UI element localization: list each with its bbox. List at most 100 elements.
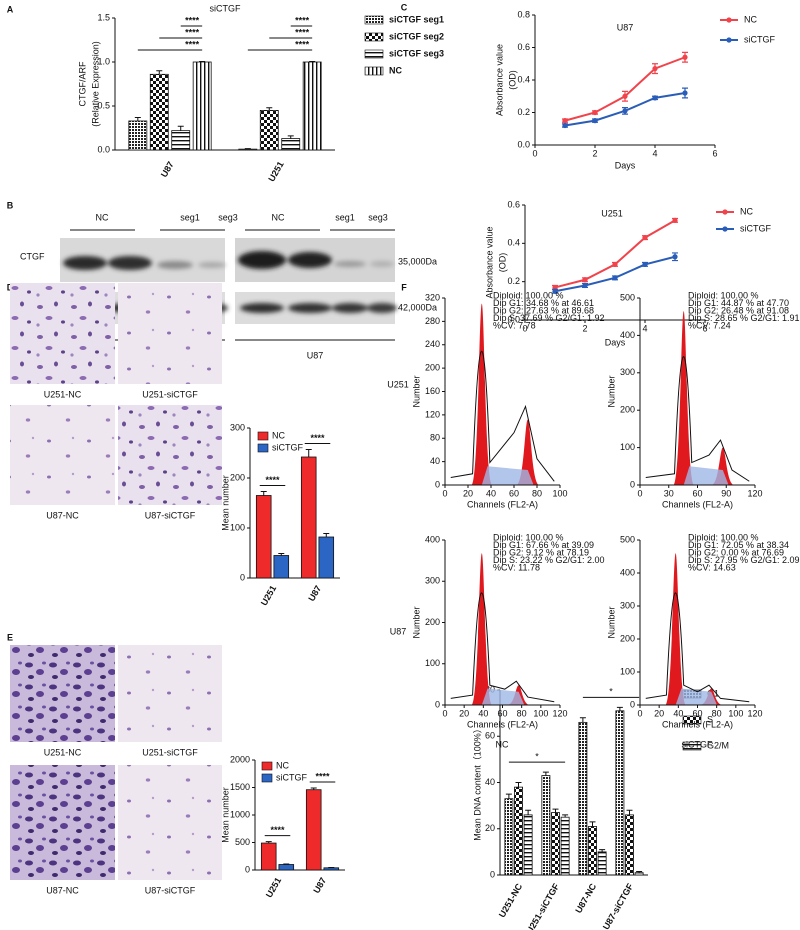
error-bar <box>525 809 532 815</box>
x-tick-label: U87 <box>159 160 176 179</box>
significance: **** <box>295 27 310 37</box>
bar <box>318 536 335 579</box>
s-phase <box>683 466 729 485</box>
y-tick-label: 100 <box>230 522 245 532</box>
y-tick-label: 0.4 <box>517 74 530 84</box>
y-tick-label: 40 <box>430 456 440 466</box>
chart-title: siCTGF <box>210 3 241 13</box>
error-bar <box>283 863 290 865</box>
error-bar <box>505 793 512 799</box>
micrograph <box>10 405 115 505</box>
legend-label: NC <box>740 206 753 216</box>
y-tick-label: 400 <box>425 534 440 544</box>
legend-swatch <box>261 761 273 771</box>
y-tick-label: 100 <box>620 442 635 452</box>
marker <box>552 284 558 291</box>
marker <box>562 122 568 129</box>
caption: U87-siCTGF <box>145 885 196 895</box>
histogram-outline <box>450 350 555 482</box>
y-tick-label: 0.2 <box>517 107 530 117</box>
x-tick-label: U251 <box>264 876 283 900</box>
x-tick-label: U87 <box>306 584 323 603</box>
histogram-outline <box>645 592 750 703</box>
y-tick-label: 0 <box>240 572 245 582</box>
error-bar <box>278 553 285 556</box>
y-axis-label: Mean DNA content（100%） <box>472 724 482 841</box>
panel-letter: F <box>401 282 407 292</box>
error-bar <box>542 771 549 776</box>
significance: **** <box>270 825 285 835</box>
size-label: 42,000Da <box>398 302 437 312</box>
x-tick-label: 120 <box>552 708 567 718</box>
y-axis-label: (Relative Expression) <box>90 41 100 127</box>
error-bar <box>177 125 184 131</box>
significance: **** <box>295 15 310 25</box>
marker <box>562 118 568 124</box>
marker <box>642 261 648 268</box>
y-axis-label: Absorbance value <box>484 226 494 298</box>
lane-label: seg3 <box>368 212 388 222</box>
bar <box>504 798 514 876</box>
error-bar <box>310 787 317 790</box>
marker <box>622 108 628 114</box>
marker <box>582 277 588 283</box>
s-phase <box>675 688 718 705</box>
panel-letter: C <box>401 2 408 12</box>
bar <box>634 872 644 876</box>
stats-line: Dip G1: 72.05 % at 38.34 <box>688 540 789 550</box>
legend-label: siCTGF <box>276 772 307 782</box>
x-tick-label: 6 <box>702 323 707 333</box>
y-tick-label: 0 <box>630 479 635 489</box>
y-tick-label: 60 <box>485 731 495 741</box>
bar <box>302 61 322 151</box>
x-tick-label: U251 <box>266 160 285 184</box>
error-bar <box>134 116 141 121</box>
error-bar <box>323 533 330 537</box>
legend-swatch <box>364 49 384 59</box>
stats-line: %CV: 7.24 <box>688 320 731 330</box>
error-bar <box>616 706 623 711</box>
x-tick-label: 20 <box>459 708 469 718</box>
s-phase <box>481 466 534 485</box>
legend-label: siCTGF <box>740 223 771 233</box>
x-axis-label: Channels (FL2-A) <box>467 499 538 509</box>
significance: * <box>609 687 613 697</box>
marker <box>652 66 658 72</box>
marker <box>682 54 688 60</box>
row-label: U251 <box>387 379 409 389</box>
x-tick-label: 80 <box>712 708 722 718</box>
bar <box>560 816 570 876</box>
bar <box>588 826 597 876</box>
marker <box>612 275 618 281</box>
stats-line: Dip G2: 0.00 % at 76.69 <box>688 547 784 557</box>
legend-marker <box>726 37 732 43</box>
y-tick-label: 0.6 <box>507 199 520 209</box>
legend-swatch <box>682 741 702 751</box>
error-bar <box>599 849 606 852</box>
g1-peak <box>471 553 493 705</box>
y-axis-label: CTGF/ARF <box>77 61 87 106</box>
y-tick-label: 1.5 <box>97 12 110 22</box>
row-label: CTGF <box>20 251 45 261</box>
x-tick-label: 40 <box>486 488 496 498</box>
bar <box>259 110 279 151</box>
stats-line: Dip S: 27.95 % G2/G1: 2.09 <box>688 555 800 565</box>
bar <box>273 555 290 579</box>
marker <box>672 254 678 260</box>
x-tick-label: 0 <box>637 488 642 498</box>
legend-label: NC <box>276 760 289 770</box>
y-tick-label: 0.0 <box>507 314 520 324</box>
x-tick-label: 60 <box>509 488 519 498</box>
significance: **** <box>295 39 310 49</box>
legend-label: siCTGF seg1 <box>389 14 444 24</box>
bar <box>149 73 169 151</box>
legend-label: siCTGF <box>744 34 775 44</box>
bar <box>578 721 588 876</box>
bar <box>615 710 625 876</box>
error-bar <box>265 841 272 844</box>
chart-title: U251 <box>601 208 623 218</box>
y-tick-label: 100 <box>620 666 635 676</box>
legend-label: S <box>707 714 713 724</box>
y-tick-label: 2000 <box>230 754 250 764</box>
